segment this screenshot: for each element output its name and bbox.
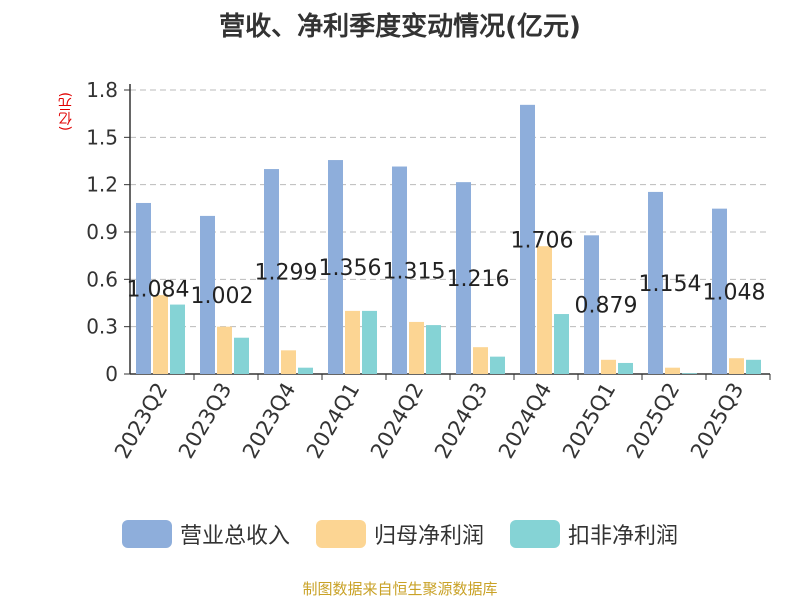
bar-parent-net-profit bbox=[217, 326, 232, 374]
bar-revenue bbox=[520, 104, 535, 374]
bar-parent-net-profit bbox=[345, 310, 360, 374]
bar-revenue bbox=[392, 166, 407, 374]
x-tick-label: 2023Q2 bbox=[110, 379, 172, 463]
bar-deducted-net-profit bbox=[554, 314, 569, 374]
legend-item-deducted-net-profit[interactable]: 扣非净利润 bbox=[510, 518, 678, 550]
bar-revenue bbox=[712, 208, 727, 374]
bar-parent-net-profit bbox=[601, 359, 616, 374]
x-tick-label: 2025Q2 bbox=[622, 379, 684, 463]
y-tick-label: 1.8 bbox=[86, 78, 118, 102]
x-tick-label: 2024Q1 bbox=[302, 379, 364, 463]
x-tick-label: 2025Q3 bbox=[686, 379, 748, 463]
bar-revenue bbox=[648, 191, 663, 374]
bar-parent-net-profit bbox=[281, 350, 296, 374]
legend-swatch-revenue bbox=[121, 520, 172, 548]
bar-revenue bbox=[264, 169, 279, 374]
legend-label-revenue: 营业总收入 bbox=[179, 524, 290, 549]
y-tick-label: 0.9 bbox=[86, 220, 118, 244]
bar-deducted-net-profit bbox=[682, 373, 697, 374]
bar-deducted-net-profit bbox=[490, 356, 505, 374]
y-tick-label: 1.2 bbox=[86, 173, 118, 197]
bar-deducted-net-profit bbox=[426, 325, 441, 374]
bar-parent-net-profit bbox=[473, 347, 488, 374]
bar-deducted-net-profit bbox=[234, 337, 249, 374]
data-label: 1.315 bbox=[383, 259, 446, 284]
data-label: 1.048 bbox=[703, 280, 766, 305]
legend-swatch-parent-net-profit bbox=[315, 520, 366, 548]
data-label: 1.216 bbox=[447, 267, 510, 292]
y-tick-label: 0.6 bbox=[86, 267, 118, 291]
bar-deducted-net-profit bbox=[618, 362, 633, 374]
y-tick-label: 1.5 bbox=[86, 125, 118, 149]
x-tick-label: 2023Q4 bbox=[238, 379, 300, 463]
legend-label-parent-net-profit: 归母净利润 bbox=[373, 524, 484, 549]
data-label: 0.879 bbox=[575, 294, 638, 319]
bar-parent-net-profit bbox=[409, 321, 424, 374]
legend-item-revenue[interactable]: 营业总收入 bbox=[121, 518, 290, 550]
x-tick-label: 2024Q2 bbox=[366, 379, 428, 463]
x-tick-label: 2024Q3 bbox=[430, 379, 492, 463]
data-label: 1.084 bbox=[127, 277, 190, 302]
bar-deducted-net-profit bbox=[362, 310, 377, 374]
bar-revenue bbox=[584, 235, 599, 374]
bar-parent-net-profit bbox=[153, 295, 168, 374]
bar-deducted-net-profit bbox=[298, 367, 313, 374]
bar-deducted-net-profit bbox=[170, 304, 185, 374]
x-tick-label: 2023Q3 bbox=[174, 379, 236, 463]
bar-parent-net-profit bbox=[537, 246, 552, 374]
legend-swatch-deducted-net-profit bbox=[510, 520, 560, 548]
y-tick-label: 0 bbox=[105, 362, 118, 386]
chart-title: 营收、净利季度变动情况(亿元) bbox=[219, 12, 581, 42]
legend-item-parent-net-profit[interactable]: 归母净利润 bbox=[315, 518, 484, 550]
legend-label-deducted-net-profit: 扣非净利润 bbox=[568, 524, 679, 549]
data-label: 1.706 bbox=[511, 228, 574, 253]
bar-revenue bbox=[200, 215, 215, 374]
x-tick-label: 2024Q4 bbox=[494, 379, 556, 463]
legend: 营业总收入 归母净利润 扣非净利润 bbox=[0, 518, 800, 550]
x-tick-label: 2025Q1 bbox=[558, 379, 620, 463]
data-label: 1.154 bbox=[639, 272, 702, 297]
y-tick-label: 0.3 bbox=[86, 315, 118, 339]
data-label: 1.356 bbox=[319, 256, 382, 281]
bar-deducted-net-profit bbox=[746, 359, 761, 374]
data-source-note: 制图数据来自恒生聚源数据库 bbox=[302, 580, 498, 598]
bar-revenue bbox=[328, 160, 343, 374]
data-label: 1.299 bbox=[255, 261, 318, 286]
data-label: 1.002 bbox=[191, 284, 254, 309]
bar-revenue bbox=[136, 202, 151, 374]
bar-parent-net-profit bbox=[665, 367, 680, 374]
bar-revenue bbox=[456, 182, 471, 374]
bar-parent-net-profit bbox=[729, 358, 744, 374]
